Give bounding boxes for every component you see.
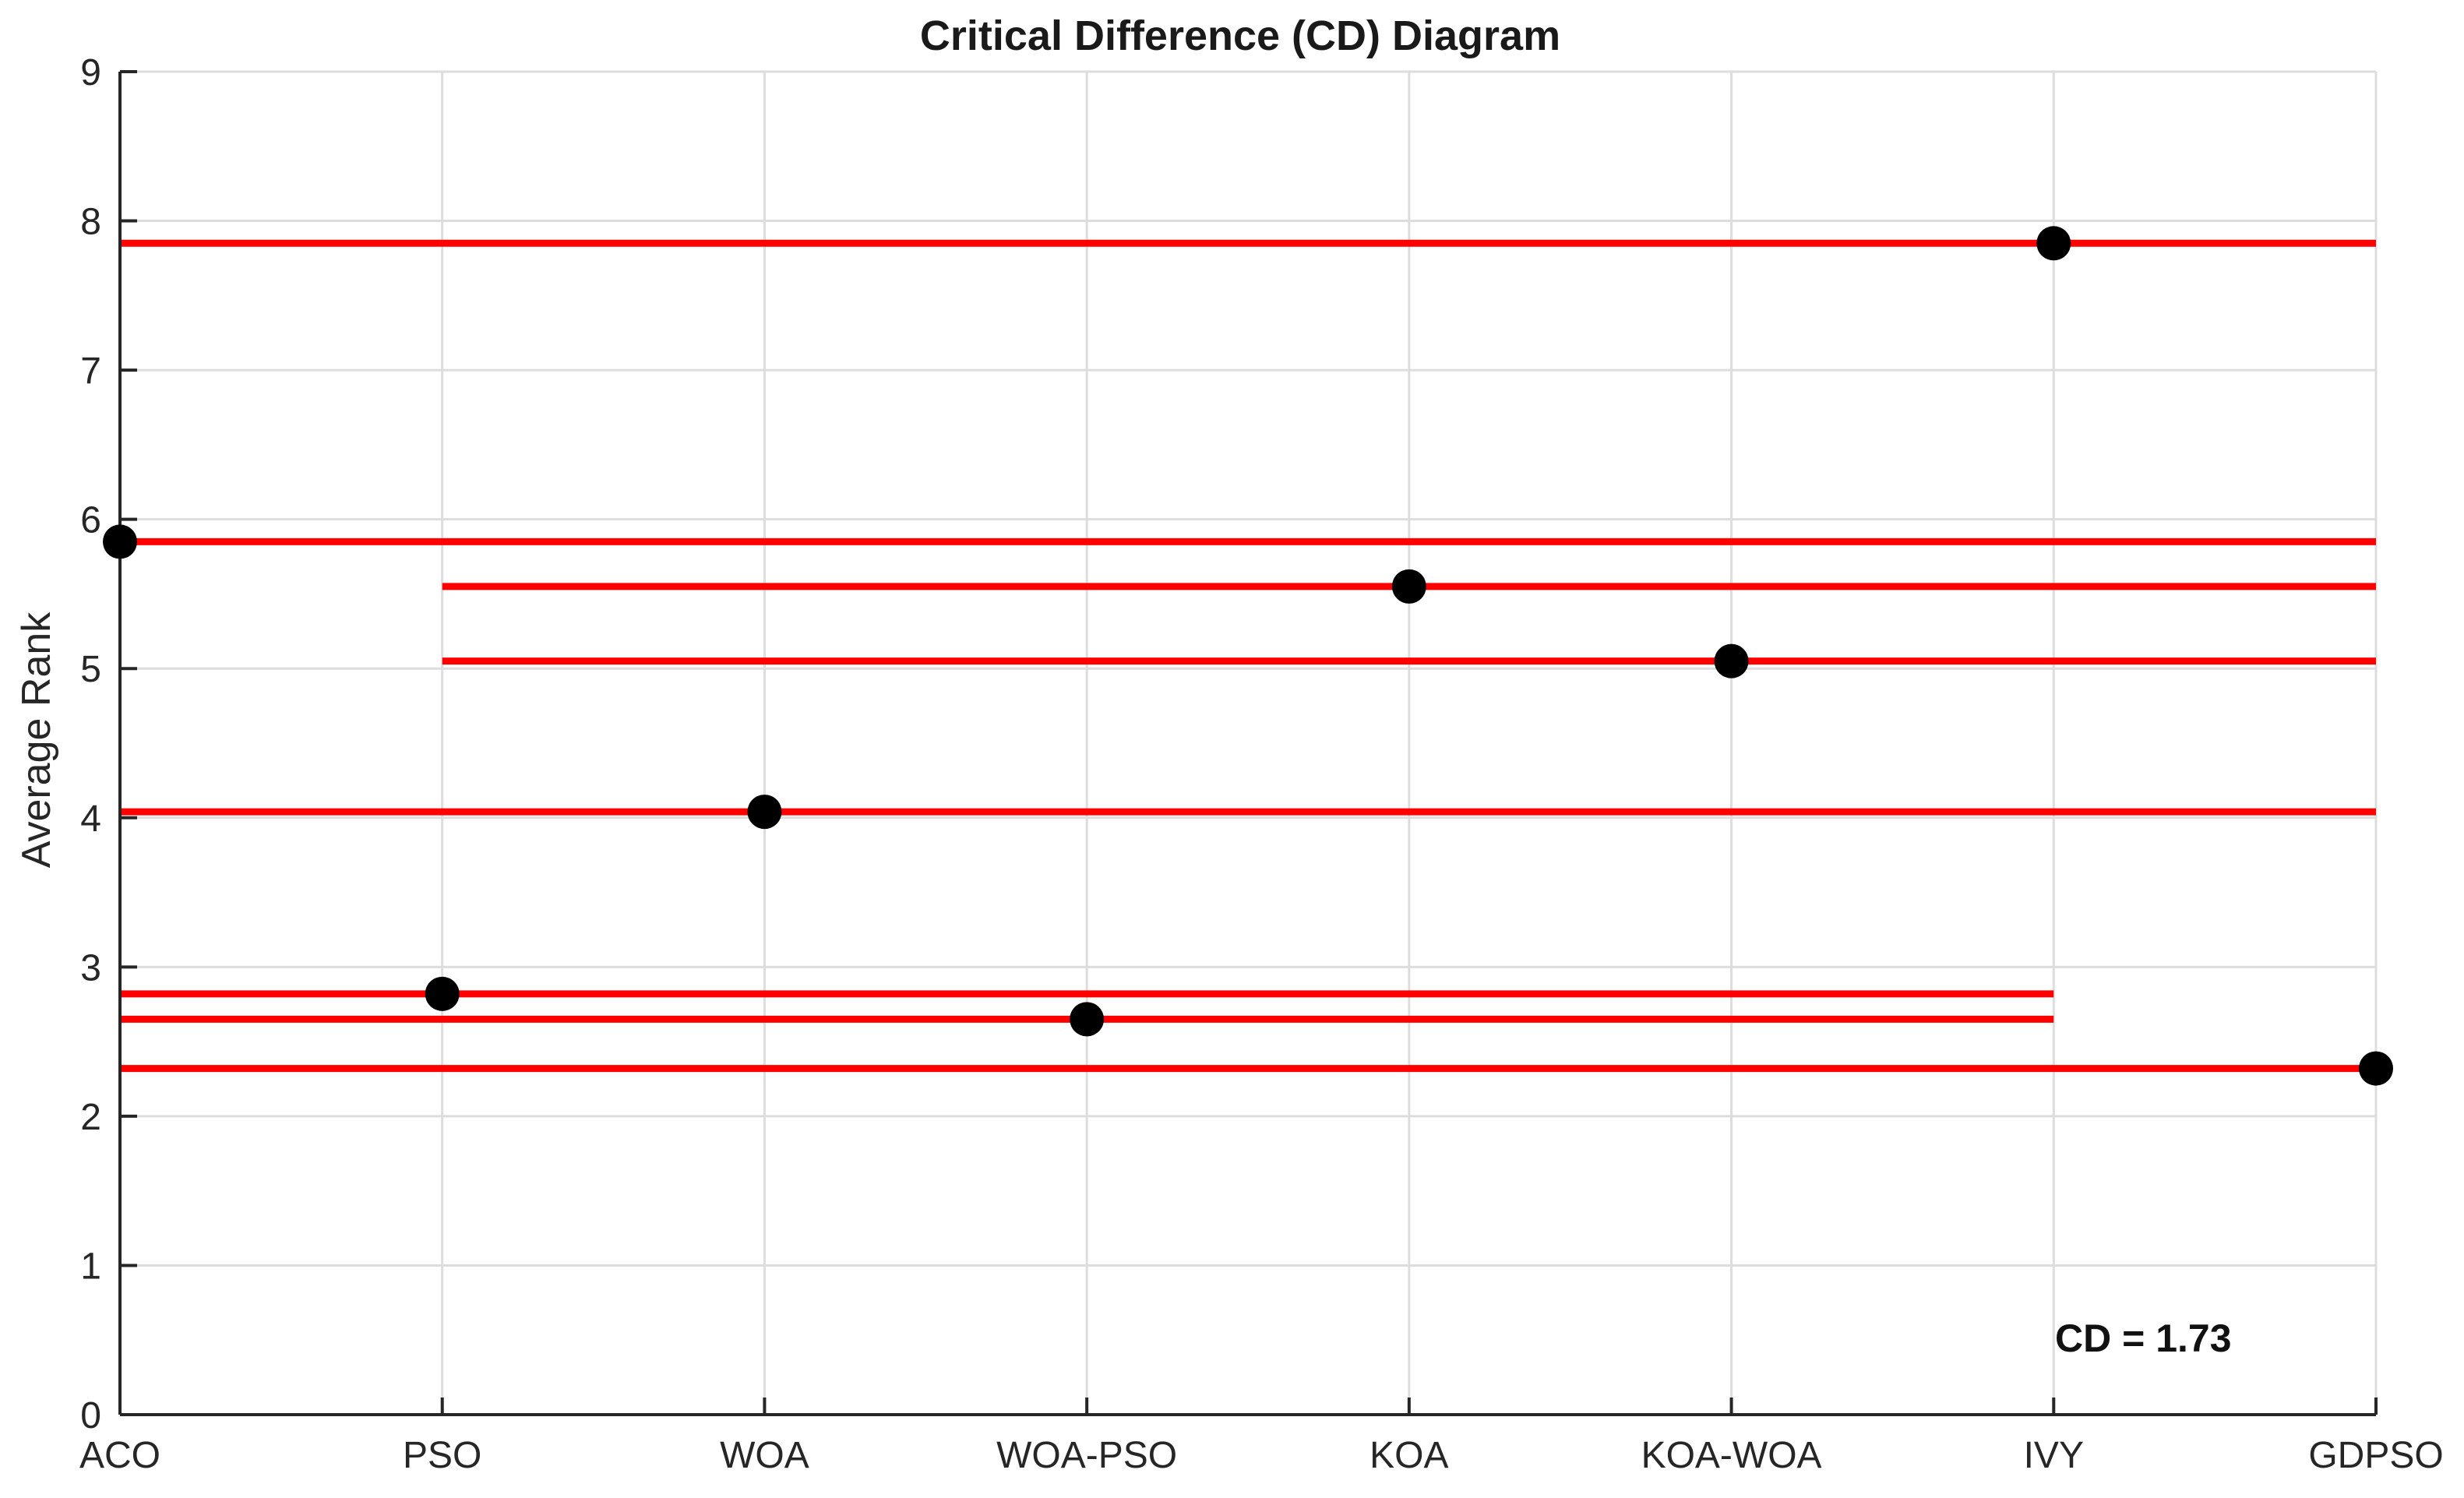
tick-labels: 0 1 2 3 4 5 6 7 8 9 ACO PSO WOA WOA-PSO KOA KOA-WOA IVY G… <box>79 52 2444 1476</box>
x-tick-label-gdpso: GDPSO <box>2308 1435 2443 1476</box>
y-tick-label: 7 <box>80 351 101 392</box>
y-axis-label: Average Rank <box>14 612 59 869</box>
x-tick-label-woa: WOA <box>720 1435 809 1476</box>
y-tick-label: 9 <box>80 52 101 93</box>
y-tick-label: 0 <box>80 1395 101 1436</box>
rank-points <box>103 226 2393 1086</box>
rank-point-koa <box>1391 569 1426 604</box>
axes <box>118 70 2378 1416</box>
rank-point-pso <box>425 976 460 1011</box>
rank-point-woa <box>747 795 782 830</box>
y-tick-label: 3 <box>80 947 101 989</box>
chart-title: Critical Difference (CD) Diagram <box>920 12 1560 59</box>
y-tick-label: 6 <box>80 500 101 541</box>
rank-point-gdpso <box>2359 1051 2393 1086</box>
x-tick-label-aco: ACO <box>79 1435 160 1476</box>
x-tick-label-woa-pso: WOA-PSO <box>996 1435 1177 1476</box>
x-tick-label-pso: PSO <box>403 1435 481 1476</box>
rank-point-aco <box>103 524 137 559</box>
x-tick-label-ivy: IVY <box>2024 1435 2084 1476</box>
y-tick-label: 1 <box>80 1246 101 1287</box>
rank-point-koa-woa <box>1714 643 1749 679</box>
y-tick-label: 5 <box>80 649 101 690</box>
y-tick-label: 2 <box>80 1097 101 1138</box>
x-tick-label-koa: KOA <box>1369 1435 1448 1476</box>
y-tick-label: 8 <box>80 202 101 243</box>
x-tick-label-koa-woa: KOA-WOA <box>1641 1435 1822 1476</box>
cd-annotation: CD = 1.73 <box>2055 1316 2232 1360</box>
y-tick-label: 4 <box>80 798 101 840</box>
rank-point-ivy <box>2036 226 2071 261</box>
rank-point-woa-pso <box>1070 1002 1105 1037</box>
